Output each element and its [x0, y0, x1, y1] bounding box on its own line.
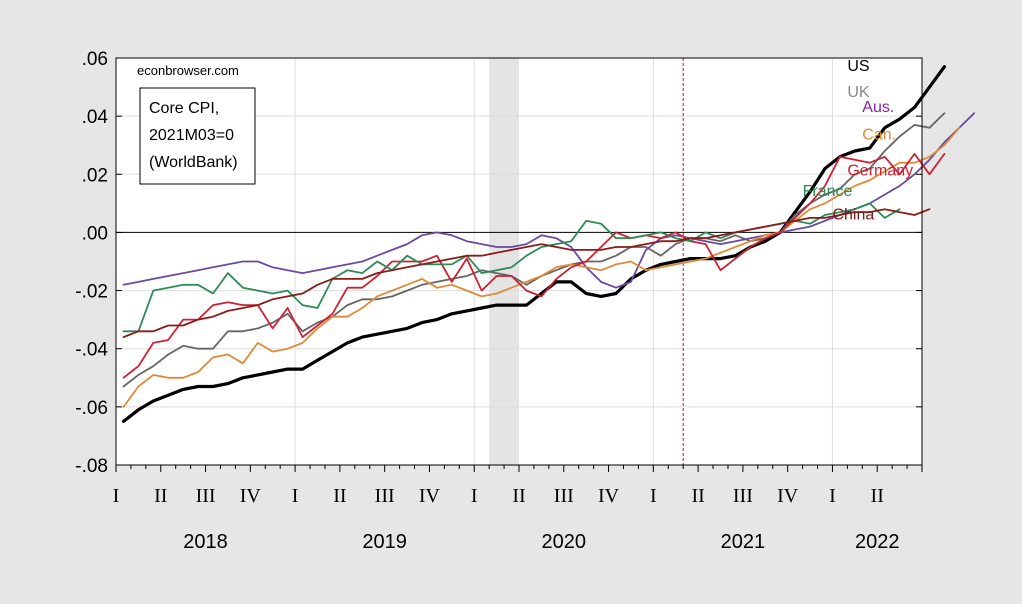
- year-label: 2019: [362, 531, 407, 553]
- quarter-label: I: [471, 485, 478, 507]
- source-note: econbrowser.com: [137, 63, 239, 78]
- year-label: 2021: [721, 531, 766, 553]
- axis-layer: .06.04.02.00-.02-.04-.06-.08I II III IV I II I…: [75, 49, 923, 553]
- quarter-label: II: [691, 485, 704, 507]
- year-label: 2018: [183, 531, 228, 553]
- quarter-label: II: [512, 485, 525, 507]
- series-label-germany: Germany: [847, 163, 913, 180]
- y-tick-label: .00: [82, 223, 108, 244]
- quarter-label: III: [733, 485, 753, 507]
- y-tick-label: -.08: [75, 456, 108, 477]
- note-box: Core CPI, 2021M03=0 (WorldBank): [139, 87, 256, 185]
- series-line-aus: [122, 112, 976, 289]
- y-tick-label: -.02: [75, 282, 108, 303]
- quarter-label: I: [829, 485, 836, 507]
- quarter-label: II: [333, 485, 346, 507]
- y-tick-label: .04: [82, 107, 109, 128]
- series-label-aus: Aus.: [862, 99, 894, 116]
- quarter-label: IV: [419, 485, 441, 507]
- quarter-label: III: [375, 485, 395, 507]
- year-label: 2022: [855, 531, 900, 553]
- quarter-label: II: [871, 485, 884, 507]
- quarter-label: I: [113, 485, 120, 507]
- series-line-can: [122, 126, 961, 408]
- year-label: 2020: [542, 531, 587, 553]
- series-layer: [121, 65, 976, 423]
- note-box-frame: [139, 87, 256, 185]
- quarter-label: IV: [240, 485, 262, 507]
- note-line: 2021M03=0: [149, 127, 234, 144]
- y-tick-label: -.06: [75, 398, 108, 419]
- note-line: (WorldBank): [149, 154, 238, 171]
- note-line: Core CPI,: [149, 100, 219, 117]
- series-label-us: US: [847, 58, 869, 75]
- series-line-us: [121, 65, 947, 423]
- quarter-label: IV: [598, 485, 620, 507]
- quarter-label: I: [650, 485, 657, 507]
- recession-shade: [489, 58, 519, 465]
- series-line-china: [122, 208, 931, 339]
- y-tick-label: .02: [82, 165, 108, 186]
- quarter-label: III: [554, 485, 574, 507]
- series-label-china: China: [832, 206, 874, 223]
- series-label-can: Can.: [862, 126, 896, 143]
- recession-shade-layer: [489, 58, 519, 465]
- series-label-france: France: [803, 183, 853, 200]
- series-line-germany: [122, 152, 946, 379]
- quarter-label: III: [196, 485, 216, 507]
- y-tick-label: -.04: [75, 340, 108, 361]
- quarter-label: II: [154, 485, 167, 507]
- quarter-label: IV: [777, 485, 799, 507]
- quarter-label: I: [292, 485, 299, 507]
- series-label-uk: UK: [847, 84, 870, 101]
- y-tick-label: .06: [82, 49, 108, 70]
